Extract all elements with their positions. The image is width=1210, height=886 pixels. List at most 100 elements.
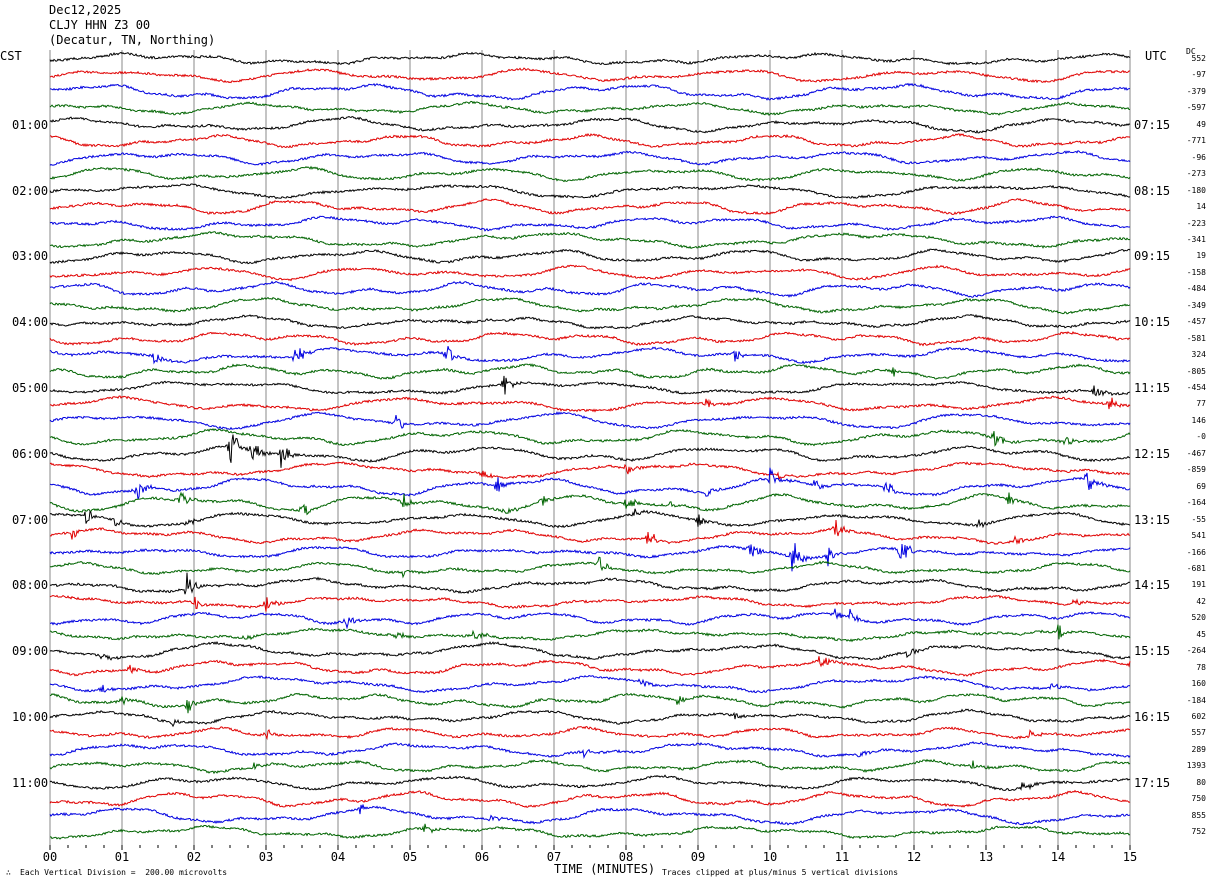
trace-row-5 <box>49 133 1131 149</box>
trace-row-24 <box>49 434 1131 468</box>
trace-row-32 <box>49 572 1131 595</box>
trace-row-27 <box>49 491 1131 516</box>
trace-row-9 <box>49 197 1131 215</box>
dc-offset-label: 45 <box>1196 629 1206 639</box>
dc-offset-label: 80 <box>1196 777 1206 787</box>
dc-offset-label: -97 <box>1191 70 1206 80</box>
dc-offset-label: 552 <box>1191 54 1206 63</box>
minute-gridlines <box>49 50 1131 845</box>
dc-offset-label: 160 <box>1191 679 1206 689</box>
right-time-label: 07:15 <box>1134 117 1171 132</box>
x-axis-ticks <box>49 845 1131 850</box>
trace-row-7 <box>49 165 1131 183</box>
left-time-label: 03:00 <box>12 249 49 264</box>
right-time-label: 11:15 <box>1134 381 1171 395</box>
right-time-label: 16:15 <box>1134 710 1171 724</box>
left-time-label: 01:00 <box>12 117 49 132</box>
trace-row-35 <box>49 624 1131 643</box>
station-code: CLJY HHN Z3 00 <box>49 18 151 32</box>
trace-row-4 <box>49 116 1131 134</box>
dc-offset-label: 750 <box>1191 794 1206 804</box>
trace-row-37 <box>49 656 1131 677</box>
dc-offset-label: -771 <box>1186 136 1206 146</box>
plot-date: Dec12,2025 <box>49 3 122 17</box>
dc-offset-label: 557 <box>1191 728 1206 738</box>
left-axis-title: CST <box>0 49 22 63</box>
dc-offset-label: 289 <box>1191 744 1206 754</box>
trace-row-30 <box>49 543 1131 572</box>
trace-row-44 <box>49 774 1131 792</box>
trace-row-21 <box>49 395 1131 413</box>
x-tick-label-01: 01 <box>114 850 130 864</box>
trace-row-11 <box>49 231 1131 250</box>
left-time-label: 09:00 <box>12 644 49 659</box>
right-time-label: 12:15 <box>1134 446 1171 461</box>
scale-note: Each Vertical Division = 200.00 microvol… <box>20 868 228 877</box>
trace-row-23 <box>49 428 1131 447</box>
dc-offset-label: 324 <box>1191 350 1206 360</box>
x-tick-label-14: 14 <box>1050 850 1066 864</box>
dc-offset-label: 855 <box>1191 810 1206 820</box>
clip-note: Traces clipped at plus/minus 5 vertical … <box>662 868 899 877</box>
dc-offset-label: -349 <box>1186 300 1206 310</box>
dc-offset-label: 520 <box>1191 613 1206 623</box>
dc-offset-label: -166 <box>1186 547 1206 557</box>
dc-offset-label: 77 <box>1196 399 1206 409</box>
left-time-label: 10:00 <box>12 710 49 724</box>
trace-row-1 <box>49 67 1130 84</box>
dc-offset-label: -581 <box>1186 333 1206 343</box>
right-time-label: 14:15 <box>1134 578 1171 593</box>
dc-offset-label: 752 <box>1191 827 1206 837</box>
x-tick-label-09: 09 <box>690 850 706 864</box>
right-time-label: 15:15 <box>1134 644 1171 659</box>
trace-row-6 <box>49 150 1131 167</box>
trace-row-46 <box>49 804 1131 826</box>
right-axis-title: UTC <box>1145 49 1167 63</box>
trace-row-38 <box>49 675 1131 694</box>
dc-offset-label: -273 <box>1186 169 1206 179</box>
trace-row-14 <box>49 280 1131 298</box>
dc-offset-label: -55 <box>1191 514 1206 524</box>
dc-offset-label: 191 <box>1191 580 1206 590</box>
dc-offset-label: -454 <box>1186 383 1206 392</box>
trace-row-33 <box>49 594 1131 612</box>
x-tick-label-04: 04 <box>330 850 346 864</box>
dc-offset-label: -158 <box>1186 267 1206 277</box>
trace-row-0 <box>49 51 1131 66</box>
left-time-label: 05:00 <box>12 381 49 395</box>
left-time-label: 07:00 <box>12 512 49 527</box>
x-tick-label-13: 13 <box>978 850 994 864</box>
dc-offset-label: -681 <box>1186 563 1206 573</box>
trace-row-29 <box>49 519 1131 545</box>
trace-row-40 <box>49 708 1131 728</box>
trace-row-16 <box>49 313 1131 330</box>
trace-row-43 <box>49 758 1131 775</box>
right-time-label: 08:15 <box>1134 183 1171 198</box>
trace-row-18 <box>49 346 1131 365</box>
x-tick-label-11: 11 <box>834 850 850 864</box>
station-location: (Decatur, TN, Northing) <box>49 33 216 47</box>
trace-row-17 <box>49 331 1131 347</box>
trace-row-3 <box>49 100 1130 116</box>
left-time-label: 04:00 <box>12 315 49 330</box>
dc-offset-label: -264 <box>1186 646 1206 656</box>
seismic-traces <box>49 51 1131 840</box>
dc-offset-label: 602 <box>1191 712 1206 721</box>
trace-row-12 <box>49 248 1131 265</box>
x-tick-label-03: 03 <box>258 850 274 864</box>
trace-row-19 <box>49 363 1131 380</box>
dc-offset-label: -805 <box>1186 366 1206 376</box>
dc-offset-label: -180 <box>1186 185 1206 195</box>
trace-row-2 <box>49 82 1130 101</box>
trace-row-47 <box>50 823 1131 840</box>
trace-row-45 <box>49 789 1131 809</box>
left-time-label: 06:00 <box>12 446 49 461</box>
trace-row-20 <box>49 375 1131 397</box>
dc-offset-label: 541 <box>1191 531 1206 541</box>
dc-offset-label: -223 <box>1186 218 1206 228</box>
dc-offset-label: -859 <box>1186 465 1206 475</box>
dc-offset-label: -597 <box>1186 103 1206 113</box>
trace-row-31 <box>49 556 1131 579</box>
dc-offset-label: 1393 <box>1186 761 1206 771</box>
